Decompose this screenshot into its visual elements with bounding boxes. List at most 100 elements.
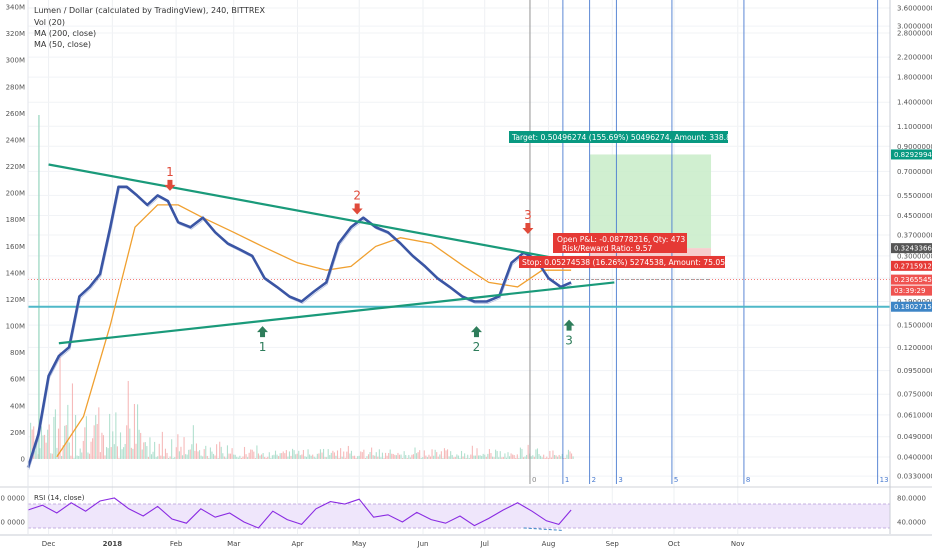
time-tick: Dec — [42, 540, 56, 548]
volume-bar — [344, 457, 346, 459]
price-tick: 0.1200000 — [897, 344, 932, 352]
volume-bar — [234, 454, 236, 459]
volume-bar — [206, 455, 208, 459]
rsi-left-tick: 40 0000 — [0, 519, 25, 527]
volume-tick: 160M — [6, 243, 25, 251]
volume-bar — [423, 450, 425, 459]
volume-bar — [405, 454, 407, 459]
volume-bar — [476, 448, 478, 459]
volume-bar — [68, 442, 70, 459]
volume-bar — [442, 458, 444, 459]
volume-bar — [144, 442, 146, 459]
volume-bar — [380, 457, 382, 459]
volume-bar — [412, 454, 415, 459]
volume-bar — [30, 422, 32, 459]
volume-bar — [140, 432, 142, 459]
price-badge — [891, 301, 932, 312]
volume-bar — [515, 458, 517, 459]
volume-bar — [279, 453, 281, 459]
volume-tick: 120M — [6, 296, 25, 304]
volume-bar — [564, 458, 566, 459]
volume-bar — [254, 458, 256, 459]
volume-bar — [400, 454, 402, 459]
volume-bar — [217, 458, 219, 459]
volume-bar — [169, 456, 171, 459]
volume-bar — [453, 457, 455, 459]
volume-bar — [273, 454, 275, 459]
volume-bar — [64, 425, 66, 459]
volume-bar — [178, 451, 180, 459]
price-badge — [891, 260, 932, 271]
price-tick: 0.1500000 — [897, 322, 932, 330]
volume-bar — [195, 443, 198, 459]
volume-bar — [498, 457, 500, 459]
time-tick: 2018 — [103, 540, 123, 548]
chart-title: Lumen / Dollar (calculated by TradingVie… — [34, 6, 265, 15]
volume-bar — [516, 454, 518, 459]
volume-bar — [127, 380, 129, 459]
volume-bar — [448, 456, 450, 459]
target-label: Target: 0.50496274 (155.69%) 50496274, A… — [511, 133, 736, 142]
volume-bar — [509, 456, 511, 459]
volume-bar — [152, 451, 154, 459]
volume-bar — [381, 452, 384, 459]
volume-bar — [130, 447, 132, 459]
volume-bar — [310, 455, 312, 459]
volume-bar — [276, 454, 278, 459]
volume-bar — [429, 456, 432, 459]
volume-bar — [175, 447, 177, 459]
rsi-tick: 80.0000 — [897, 495, 926, 503]
volume-bar — [132, 448, 134, 459]
indicator-ma50: MA (50, close) — [34, 40, 91, 49]
volume-bar — [471, 445, 473, 459]
rsi-panel — [0, 486, 932, 531]
volume-bar — [138, 429, 140, 459]
volume-bar — [62, 445, 64, 459]
volume-bar — [174, 457, 176, 459]
volume-bar — [76, 455, 78, 459]
volume-bar — [541, 457, 543, 459]
volume-bar — [567, 449, 570, 459]
volume-bar — [185, 454, 187, 459]
volume-bar — [57, 428, 60, 459]
price-line — [26, 185, 573, 470]
volume-bar — [124, 443, 126, 459]
volume-bar — [85, 416, 87, 459]
fib-time-label: 2 — [592, 476, 596, 484]
volume-bar — [431, 449, 433, 459]
volume-bar — [557, 456, 559, 459]
volume-bar — [414, 447, 416, 459]
volume-bar — [188, 449, 190, 459]
volume-bar — [301, 454, 303, 459]
volume-bar — [439, 454, 441, 459]
volume-bar — [403, 451, 405, 459]
volume-bar — [40, 426, 43, 459]
volume-bar — [374, 455, 376, 459]
volume-bar — [203, 449, 205, 459]
volume-bar — [566, 454, 568, 459]
volume-bar — [513, 455, 515, 459]
volume-bar — [70, 455, 72, 459]
time-tick: Jul — [479, 540, 489, 548]
volume-bar — [180, 446, 182, 459]
price-tick: 0.7000000 — [897, 168, 932, 176]
volume-bar — [493, 457, 495, 459]
volume-bar — [92, 438, 94, 459]
volume-bar — [239, 455, 241, 459]
volume-bar — [330, 452, 332, 459]
volume-bar — [157, 456, 159, 459]
volume-bar — [164, 448, 167, 459]
volume-bar — [268, 452, 270, 459]
volume-bar — [95, 415, 97, 459]
price-tick: 0.0490000 — [897, 433, 932, 441]
volume-bar — [420, 458, 422, 459]
volume-bar — [271, 455, 273, 459]
volume-bar — [163, 456, 165, 459]
price-tick: 0.3000000 — [897, 252, 932, 260]
volume-bar — [338, 458, 340, 459]
volume-bar — [106, 447, 108, 459]
volume-bar — [315, 457, 317, 459]
volume-bar — [247, 457, 249, 459]
